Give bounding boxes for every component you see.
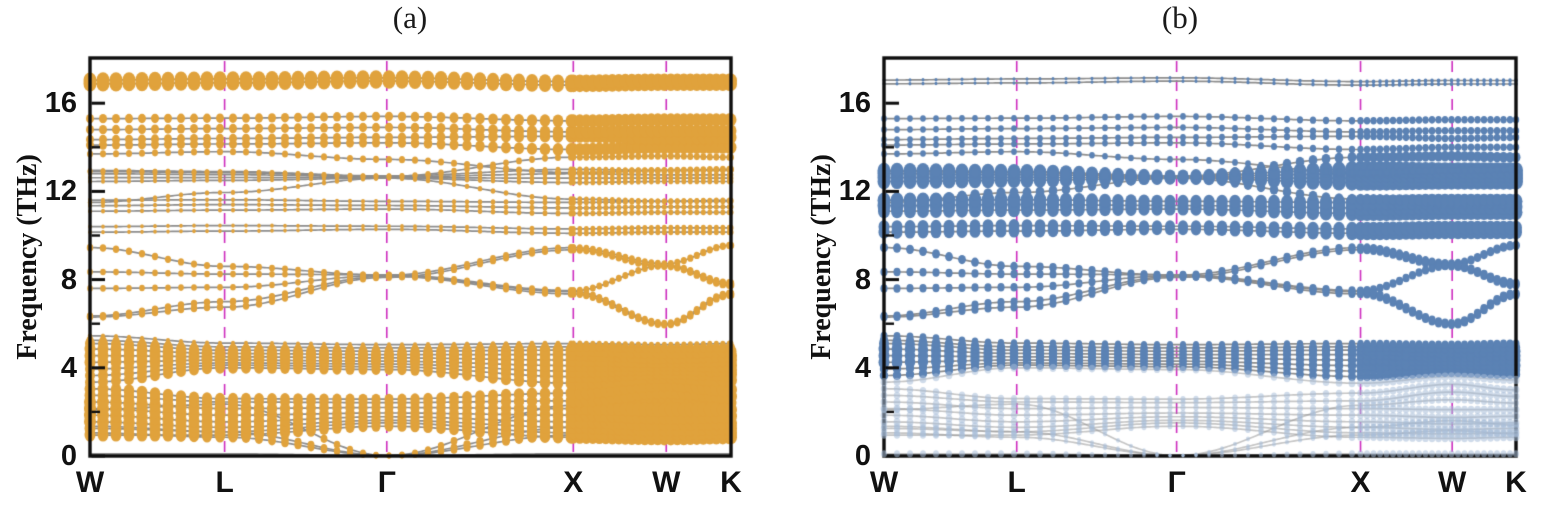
panel-a-title: (a) [392, 0, 428, 35]
panel-b-title: (b) [1161, 0, 1199, 35]
y-tick-label-12: 12 [44, 175, 77, 208]
y-tick-label-0: 0 [60, 440, 77, 472]
k-point-label-Γ-2: Γ [377, 466, 396, 499]
y-tick-label-4: 4 [60, 351, 77, 384]
k-point-label-X-3: X [563, 466, 584, 499]
k-point-label-W-4: W [652, 466, 681, 499]
y-tick-label-16: 16 [44, 87, 77, 120]
y-tick-label-12: 12 [838, 175, 871, 208]
k-point-label-L-1: L [1007, 466, 1026, 499]
k-point-label-K-5: K [720, 466, 742, 499]
y-tick-label-0: 0 [854, 440, 871, 472]
k-point-label-W-0: W [869, 466, 899, 499]
k-point-label-L-1: L [215, 466, 234, 499]
k-point-label-W-0: W [75, 466, 105, 499]
k-point-label-K-5: K [1505, 466, 1527, 499]
y-tick-label-16: 16 [838, 87, 871, 120]
y-tick-label-8: 8 [60, 263, 77, 296]
k-point-label-Γ-2: Γ [1167, 466, 1186, 499]
y-tick-label-8: 8 [854, 263, 871, 296]
k-point-label-X-3: X [1350, 466, 1371, 499]
y-tick-label-4: 4 [854, 351, 871, 384]
k-point-label-W-4: W [1437, 466, 1467, 499]
